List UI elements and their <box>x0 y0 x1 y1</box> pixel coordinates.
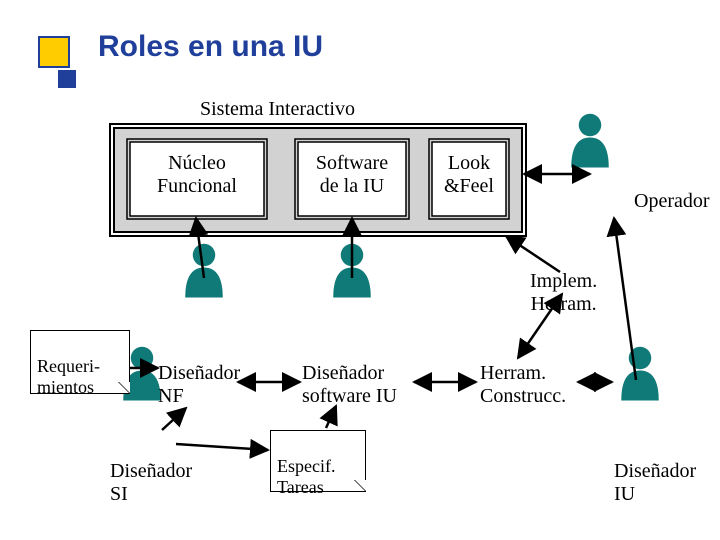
note-especif-tareas: Especif. Tareas <box>270 430 366 492</box>
slide-title: Roles en una IU <box>98 30 323 64</box>
label-disenador-iu: Diseñador IU <box>614 460 696 506</box>
box-nucleo-funcional: Núcleo Funcional <box>130 152 264 198</box>
dog-ear-icon <box>118 382 130 394</box>
dog-ear-icon <box>354 480 366 492</box>
label-operador: Operador <box>634 190 710 213</box>
note-requerimientos: Requeri- mientos <box>30 330 130 394</box>
label-disenador-si: Diseñador SI <box>110 460 192 506</box>
note-requerimientos-text: Requeri- mientos <box>37 356 100 397</box>
slide: { "title": { "text": "Roles en una IU", … <box>0 0 720 540</box>
label-herram-construcc: Herram. Construcc. <box>480 362 566 408</box>
box-software-iu: Software de la IU <box>298 152 406 198</box>
box-look-and-feel: Look &Feel <box>432 152 506 198</box>
title-bullet-small <box>58 70 76 88</box>
system-header: Sistema Interactivo <box>200 98 355 121</box>
label-implem-herram: Implem. Herram. <box>530 270 597 316</box>
title-bullet-large <box>38 36 70 68</box>
label-disenador-sw: Diseñador software IU <box>302 362 397 408</box>
note-especif-text: Especif. Tareas <box>277 456 335 497</box>
label-disenador-nf: Diseñador NF <box>158 362 240 408</box>
